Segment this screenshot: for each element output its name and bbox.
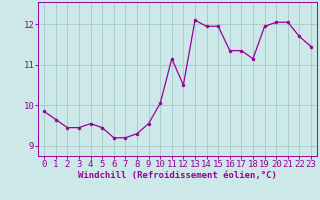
X-axis label: Windchill (Refroidissement éolien,°C): Windchill (Refroidissement éolien,°C) [78, 171, 277, 180]
